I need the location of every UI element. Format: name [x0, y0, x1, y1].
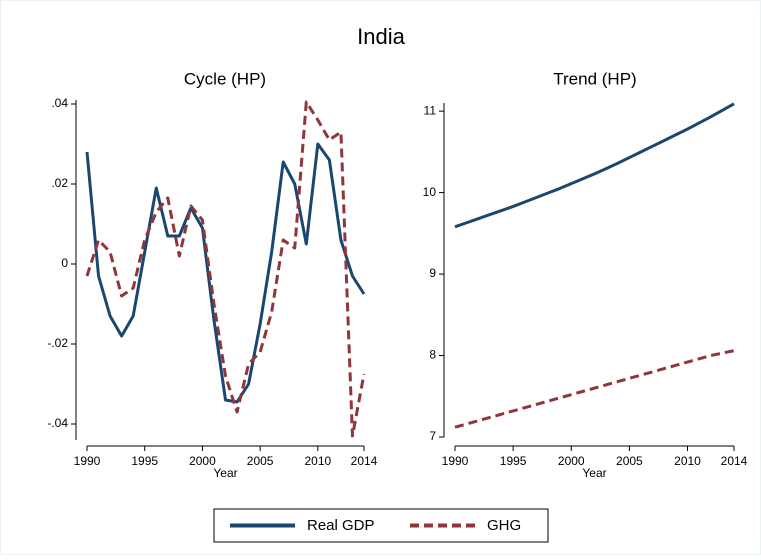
panel-title: Trend (HP): [553, 69, 636, 88]
series-line: [85, 100, 366, 438]
x-tick-label: 1990: [442, 454, 469, 468]
y-tick-label: 9: [429, 266, 436, 280]
x-tick-label: 2010: [674, 454, 701, 468]
y-tick-label: .02: [51, 176, 68, 190]
x-tick-label: 2014: [721, 454, 748, 468]
x-tick-label: 2005: [616, 454, 643, 468]
y-tick-label: -.02: [47, 336, 68, 350]
x-tick-label: 2000: [189, 454, 216, 468]
x-tick-label: 1995: [131, 454, 158, 468]
x-tick-label: 1995: [500, 454, 527, 468]
y-tick-label: .04: [51, 96, 68, 110]
x-axis-label: Year: [213, 466, 237, 480]
series-line: [454, 102, 735, 229]
panel-title: Cycle (HP): [184, 69, 266, 88]
y-tick-label: 8: [429, 348, 436, 362]
y-tick-label: -.04: [47, 416, 68, 430]
figure-title: India: [357, 24, 405, 49]
series-line: [454, 349, 735, 429]
x-tick-label: 2010: [304, 454, 331, 468]
y-tick-label: 0: [61, 256, 68, 270]
series-line: [85, 142, 366, 404]
x-tick-label: 2005: [247, 454, 274, 468]
y-tick-label: 10: [423, 185, 437, 199]
x-tick-label: 2014: [351, 454, 378, 468]
legend-label: GHG: [487, 517, 521, 534]
y-tick-label: 7: [429, 429, 436, 443]
x-axis-label: Year: [582, 466, 606, 480]
x-tick-label: 2000: [558, 454, 585, 468]
y-tick-label: 11: [424, 103, 437, 117]
x-tick-label: 1990: [74, 454, 101, 468]
legend-label: Real GDP: [307, 517, 375, 534]
